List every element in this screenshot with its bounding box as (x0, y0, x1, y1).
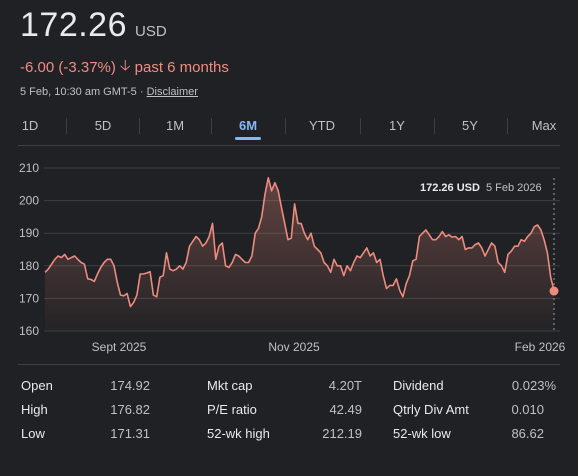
stat-low-value: 171.31 (110, 426, 150, 441)
change-period: past 6 months (134, 59, 229, 76)
active-tab-indicator (234, 137, 262, 140)
x-tick-label: Nov 2025 (268, 340, 320, 354)
stat-dividend-value: 0.023% (511, 378, 556, 393)
tab-separator (434, 118, 435, 134)
stat-dividend-label: Dividend (393, 378, 444, 393)
y-tick-label: 170 (19, 291, 39, 305)
tab-6m-label: 6M (238, 118, 258, 133)
stat-52wk-high-value: 212.19 (322, 426, 362, 441)
stats-divider (18, 364, 560, 365)
stat-open-value: 174.92 (110, 378, 150, 393)
tab-separator (139, 118, 140, 134)
change-value: -6.00 (-3.37%) (20, 59, 116, 76)
x-tick-label: Sept 2025 (92, 340, 147, 354)
price-line (44, 177, 555, 308)
tab-1d[interactable]: 1D (21, 118, 39, 133)
tab-separator (211, 118, 212, 134)
stat-pe-value: 42.49 (329, 402, 362, 417)
tooltip-value: 172.26 USD (420, 182, 480, 194)
stat-low-label: Low (21, 426, 45, 441)
y-tick-label: 160 (19, 324, 39, 338)
quote-meta: 5 Feb, 10:30 am GMT-5 · Disclaimer (20, 86, 198, 98)
current-price-marker[interactable] (549, 286, 559, 296)
x-axis-labels: Sept 2025 Nov 2025 Feb 2026 (92, 340, 566, 354)
tab-max[interactable]: Max (531, 118, 557, 133)
stat-mktcap-label: Mkt cap (207, 378, 253, 393)
price-header: 172.26 USD (20, 6, 167, 45)
quote-timestamp: 5 Feb, 10:30 am GMT-5 (20, 86, 137, 98)
tab-5y[interactable]: 5Y (462, 118, 478, 133)
stat-52wk-high-label: 52-wk high (207, 426, 270, 441)
stat-52wk-low-label: 52-wk low (393, 426, 451, 441)
tab-separator (360, 118, 361, 134)
tab-separator (285, 118, 286, 134)
tab-6m[interactable]: 6M (234, 116, 262, 140)
tab-1y[interactable]: 1Y (389, 118, 405, 133)
stat-high-value: 176.82 (110, 402, 150, 417)
stat-high-label: High (21, 402, 48, 417)
y-tick-label: 210 (19, 161, 39, 175)
stat-pe-label: P/E ratio (207, 402, 257, 417)
currency-label: USD (135, 23, 167, 40)
meta-separator: · (139, 86, 144, 98)
y-tick-label: 200 (19, 194, 39, 208)
stat-open-label: Open (21, 378, 53, 393)
price-area (45, 177, 554, 331)
chart-tooltip: 172.26 USD 5 Feb 2026 (414, 176, 552, 198)
y-axis-labels: 210 200 190 180 170 160 (19, 161, 39, 338)
arrow-down-icon: 🡣 (119, 57, 131, 74)
stat-mktcap-value: 4.20T (328, 378, 362, 393)
range-tabs: 1D 5D 1M 6M YTD 1Y 5Y Max (0, 116, 578, 142)
disclaimer-link[interactable]: Disclaimer (146, 86, 198, 98)
stat-52wk-low-value: 86.62 (511, 426, 544, 441)
current-price: 172.26 (20, 6, 127, 44)
tab-separator (66, 118, 67, 134)
tab-1m[interactable]: 1M (165, 118, 185, 133)
tab-5d[interactable]: 5D (94, 118, 112, 133)
y-tick-label: 190 (19, 226, 39, 240)
tab-separator (507, 118, 508, 134)
price-change: -6.00 (-3.37%) 🡣 past 6 months (20, 55, 229, 80)
tab-ytd[interactable]: YTD (309, 118, 335, 133)
price-chart[interactable]: 210 200 190 180 170 160 Sept 2025 Nov 2025 Feb … (0, 150, 578, 360)
stat-qtrly-div-value: 0.010 (511, 402, 544, 417)
stat-qtrly-div-label: Qtrly Div Amt (393, 402, 469, 417)
x-tick-label: Feb 2026 (515, 340, 566, 354)
tooltip-date: 5 Feb 2026 (486, 182, 542, 194)
tabs-divider (18, 145, 560, 146)
y-tick-label: 180 (19, 259, 39, 273)
